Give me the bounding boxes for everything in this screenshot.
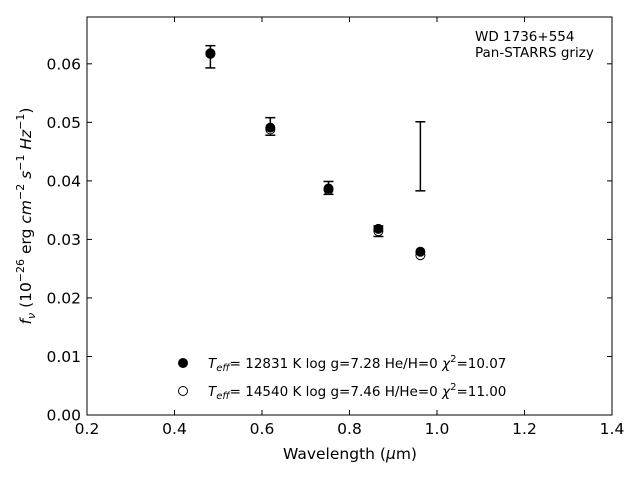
legend-label-model-1: Teff= 12831 K log g=7.28 He/H=0 χ2=10.07 xyxy=(208,354,506,374)
legend-marker-filled xyxy=(178,358,188,368)
y-tick-label: 0.00 xyxy=(46,407,81,425)
legend-params: = 12831 K log g=7.28 He/H=0 xyxy=(230,356,442,372)
y-tick-label: 0.02 xyxy=(46,289,81,307)
legend-teff: T xyxy=(208,384,218,400)
legend-teff: T xyxy=(208,356,218,372)
plot-area xyxy=(86,16,613,416)
model-point-filled xyxy=(205,48,216,59)
annotation-survey: Pan-STARRS grizy xyxy=(475,45,594,61)
legend: Teff= 12831 K log g=7.28 He/H=0 χ2=10.07… xyxy=(178,354,506,402)
y-tick-label: 0.04 xyxy=(46,172,81,190)
y-tick-label: 0.06 xyxy=(46,55,81,73)
legend-label-model-2: Teff= 14540 K log g=7.46 H/He=0 χ2=11.00 xyxy=(208,382,506,402)
model-point-filled xyxy=(373,223,384,234)
legend-chi: χ xyxy=(441,356,451,372)
x-tick-label: 0.4 xyxy=(162,420,187,438)
model-point-filled xyxy=(323,183,334,194)
legend-chi-sup: 2 xyxy=(450,354,456,365)
legend-chi-sup: 2 xyxy=(450,382,456,393)
axis-ticks: 0.2 0.4 0.6 0.8 1.0 1.2 1.4 0.00 0.01 0.02 0.03 0.0… xyxy=(46,17,624,438)
legend-params: = 14540 K log g=7.46 H/He=0 xyxy=(230,384,442,400)
legend-chi-value: =10.07 xyxy=(456,356,506,372)
data-markers xyxy=(205,48,426,261)
x-tick-label: 0.6 xyxy=(250,420,275,438)
y-tick-label: 0.03 xyxy=(46,231,81,249)
annotation-star-name: WD 1736+554 xyxy=(475,29,574,45)
x-tick-label: 1.2 xyxy=(512,420,537,438)
model-point-filled xyxy=(415,246,426,257)
x-tick-label: 0.8 xyxy=(337,420,362,438)
x-tick-label: 1.4 xyxy=(600,420,625,438)
x-tick-label: 1.0 xyxy=(425,420,450,438)
legend-teff-sub: eff xyxy=(216,363,231,374)
x-axis-label: Wavelength (μm) xyxy=(283,445,417,463)
y-tick-label: 0.01 xyxy=(46,348,81,366)
legend-chi-value: =11.00 xyxy=(456,384,506,400)
y-tick-label: 0.05 xyxy=(46,114,81,132)
y-axis-label: fν (10−26 erg cm−2 s−1 Hz−1) xyxy=(14,108,38,325)
legend-marker-open xyxy=(178,386,188,396)
x-tick-label: 0.2 xyxy=(75,420,100,438)
legend-chi: χ xyxy=(441,384,451,400)
legend-teff-sub: eff xyxy=(216,391,231,402)
model-point-filled xyxy=(265,122,276,133)
